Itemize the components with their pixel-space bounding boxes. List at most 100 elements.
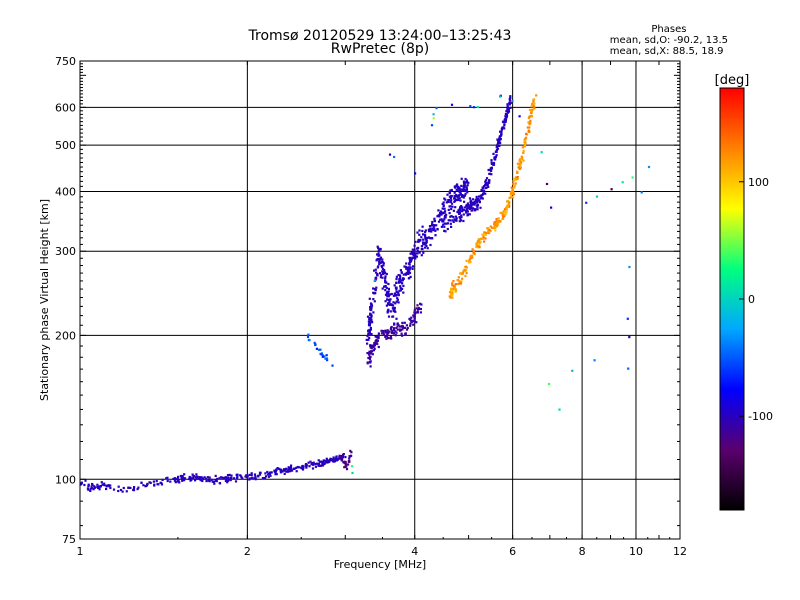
data-point [460,184,463,187]
data-point [392,294,395,297]
data-point [459,199,462,202]
data-point [514,182,517,185]
data-point [377,252,380,255]
data-point [229,477,232,480]
data-point [419,311,422,314]
data-point [385,272,388,276]
data-point [384,285,387,288]
data-point [506,107,509,110]
data-point [424,231,427,234]
data-point [373,300,376,303]
data-point [524,142,527,145]
data-point [377,247,380,250]
data-point [463,182,466,185]
data-point [468,213,471,216]
data-point [80,481,83,484]
data-point [314,465,317,468]
data-point [320,460,323,463]
data-point [411,256,414,259]
data-point [313,341,316,344]
data-point [475,245,478,248]
data-point [373,287,377,291]
data-point [439,213,443,216]
data-point [476,241,479,244]
data-point [377,257,380,261]
data-point [448,195,451,198]
data-point [322,459,325,462]
data-point [496,223,500,226]
data-point [407,277,410,280]
data-point [368,318,371,321]
data-point [508,101,511,104]
data-point [380,329,383,332]
data-point [381,270,384,273]
data-point [453,288,456,291]
data-point [386,298,389,301]
data-point [450,287,453,290]
data-point [401,279,404,282]
data-point [382,333,385,336]
data-point [449,200,452,204]
data-point [368,330,371,333]
data-point [425,241,428,244]
data-point [510,196,514,199]
data-point [454,288,457,291]
data-point [516,177,519,181]
colorbar-tick-label: 100 [748,176,769,189]
data-point [499,130,502,133]
data-point [344,465,347,468]
data-point [166,479,169,483]
data-point [468,197,472,200]
data-point [190,478,193,481]
data-point [387,308,390,311]
data-point [511,187,514,190]
data-point [403,265,406,268]
data-point [532,99,535,102]
data-point [392,301,395,304]
data-point [460,205,463,208]
data-point [382,271,385,274]
data-point [443,207,446,210]
data-point [431,227,434,230]
data-point [382,331,385,334]
data-point [424,243,427,246]
data-point [487,181,490,184]
data-point [489,225,492,228]
data-point [317,348,320,351]
data-point [413,319,416,322]
phase-statistics-title: Phases [651,24,687,35]
data-point [97,486,100,489]
data-point [453,284,456,287]
data-point [93,486,96,489]
data-point [132,487,135,490]
data-point [502,215,505,218]
data-point [195,477,198,480]
data-point [396,297,399,300]
data-point [429,237,432,240]
data-point [514,176,518,179]
data-point [443,218,446,221]
data-point [449,222,452,225]
data-point [501,211,504,214]
data-point [397,294,400,297]
data-point [487,168,490,172]
data-point [509,106,512,109]
data-point [448,291,452,294]
data-point [146,482,149,485]
data-point [437,209,440,212]
data-point [498,137,501,140]
data-point [496,138,499,141]
data-point [449,215,452,218]
data-point [466,184,469,187]
data-point [370,316,373,319]
data-point [388,293,392,296]
data-point [314,343,317,346]
data-point [430,124,434,127]
data-point [374,335,377,338]
data-point [533,107,536,110]
data-point [335,455,338,458]
data-point [477,238,480,241]
data-point [481,186,484,190]
data-point [369,344,372,348]
data-point [312,463,315,466]
